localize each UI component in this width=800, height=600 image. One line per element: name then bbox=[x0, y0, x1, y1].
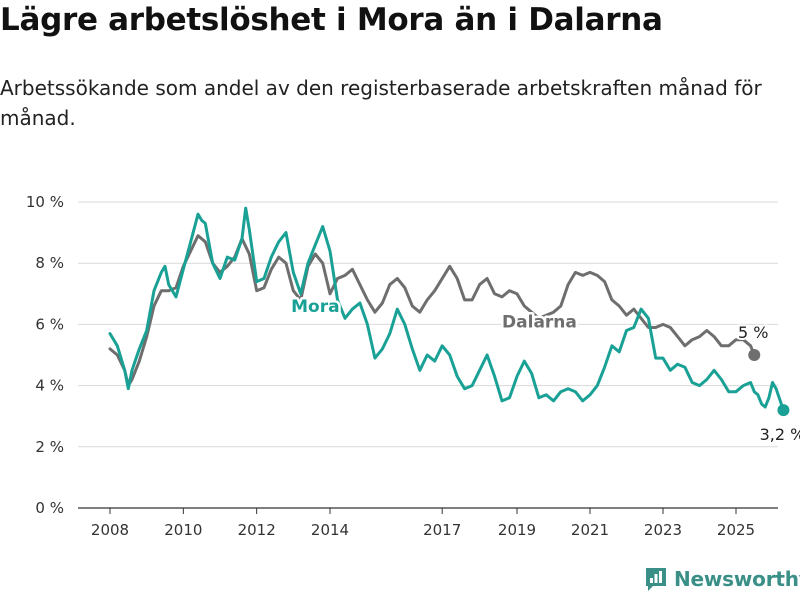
series-line-dalarna bbox=[108, 234, 756, 388]
y-tick-label: 8 % bbox=[35, 254, 64, 272]
newsworthy-logo-icon bbox=[646, 568, 666, 591]
end-point-mora bbox=[777, 404, 790, 417]
series-label-dalarna: Dalarna bbox=[502, 312, 577, 332]
x-tick-label: 2021 bbox=[571, 521, 609, 539]
x-tick-label: 2023 bbox=[644, 521, 682, 539]
series-label-mora: Mora bbox=[291, 297, 339, 317]
x-axis-ticks: 2008 2010 2012 2014 2017 2019 2021 2023 2025 bbox=[91, 508, 755, 539]
brand-name: Newsworthy bbox=[674, 567, 800, 591]
x-tick-label: 2012 bbox=[238, 521, 276, 539]
brand-logo: Newsworthy bbox=[644, 566, 800, 592]
x-tick-label: 2017 bbox=[423, 521, 461, 539]
y-tick-label: 0 % bbox=[35, 499, 64, 517]
y-axis-ticks: 0 % 2 % 4 % 6 % 8 % 10 % bbox=[26, 193, 64, 517]
chart-title: Lägre arbetslöshet i Mora än i Dalarna bbox=[0, 2, 663, 38]
y-tick-label: 10 % bbox=[26, 193, 64, 211]
series-line-mora bbox=[108, 206, 785, 412]
x-tick-label: 2008 bbox=[91, 521, 129, 539]
series-labels: Dalarna 5 % Mora 3,2 % bbox=[289, 295, 800, 446]
end-value-label-mora: 3,2 % bbox=[760, 425, 800, 444]
x-tick-label: 2025 bbox=[717, 521, 755, 539]
y-tick-label: 2 % bbox=[35, 438, 64, 456]
y-tick-label: 6 % bbox=[35, 315, 64, 333]
end-point-dalarna bbox=[748, 349, 761, 361]
end-value-label-dalarna: 5 % bbox=[738, 323, 768, 342]
series-lines bbox=[108, 206, 790, 417]
x-tick-label: 2019 bbox=[498, 521, 536, 539]
x-tick-label: 2010 bbox=[164, 521, 202, 539]
y-tick-label: 4 % bbox=[35, 377, 64, 395]
x-tick-label: 2014 bbox=[311, 521, 349, 539]
chart-subtitle: Arbetssökande som andel av den registerb… bbox=[0, 76, 762, 130]
